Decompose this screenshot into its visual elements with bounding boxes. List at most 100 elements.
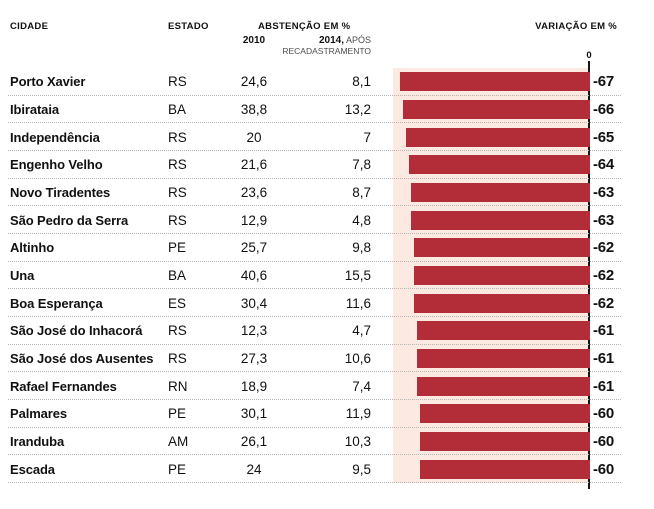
abstention-2010-cell: 25,7 bbox=[240, 240, 268, 256]
table-row: Rafael Fernandes RN 18,9 7,4 -61 bbox=[0, 372, 654, 400]
city-cell: Porto Xavier bbox=[10, 74, 86, 90]
abstention-2010-cell: 38,8 bbox=[240, 101, 268, 117]
row-divider bbox=[8, 481, 621, 483]
city-cell: Una bbox=[10, 267, 35, 283]
state-cell: RS bbox=[168, 129, 187, 145]
column-subheader-2014: 2014, APÓS bbox=[319, 35, 371, 46]
variation-value-label: -67 bbox=[593, 73, 615, 91]
abstention-2010-cell: 26,1 bbox=[240, 433, 268, 449]
table-row: Porto Xavier RS 24,6 8,1 -67 bbox=[0, 68, 654, 96]
variation-value-label: -65 bbox=[593, 128, 615, 146]
state-cell: RS bbox=[168, 323, 187, 339]
table-row: Engenho Velho RS 21,6 7,8 -64 bbox=[0, 151, 654, 179]
city-cell: Boa Esperança bbox=[10, 295, 103, 311]
row-divider bbox=[8, 398, 621, 400]
column-header-abstention: ABSTENÇÃO EM % bbox=[258, 21, 351, 32]
variation-bar bbox=[419, 431, 590, 451]
city-cell: São José do Inhacorá bbox=[10, 323, 143, 339]
table-row: Novo Tiradentes RS 23,6 8,7 -63 bbox=[0, 179, 654, 207]
city-cell: São Pedro da Serra bbox=[10, 212, 129, 228]
abstention-2014-cell: 15,5 bbox=[344, 267, 371, 283]
state-cell: RS bbox=[168, 350, 187, 366]
variation-bar bbox=[411, 182, 590, 202]
variation-value-label: -61 bbox=[593, 322, 615, 340]
row-divider bbox=[8, 149, 621, 151]
abstention-2010-cell: 30,1 bbox=[240, 406, 268, 422]
abstention-2010-cell: 12,9 bbox=[240, 212, 268, 228]
table-row: São José dos Ausentes RS 27,3 10,6 -61 bbox=[0, 345, 654, 373]
axis-zero-label: 0 bbox=[586, 50, 592, 61]
variation-value-label: -62 bbox=[593, 266, 615, 284]
abstention-2014-cell: 7,8 bbox=[352, 157, 371, 173]
abstention-2010-cell: 24,6 bbox=[240, 74, 268, 90]
variation-bar bbox=[419, 404, 590, 424]
abstention-2010-cell: 18,9 bbox=[240, 378, 268, 394]
state-cell: RN bbox=[168, 378, 188, 394]
row-divider bbox=[8, 205, 621, 207]
abstention-2010-cell: 20 bbox=[246, 129, 262, 145]
abstention-2014-cell: 4,7 bbox=[352, 323, 371, 339]
table-row: Iranduba AM 26,1 10,3 -60 bbox=[0, 428, 654, 456]
variation-bar bbox=[417, 321, 590, 341]
variation-value-label: -62 bbox=[593, 294, 615, 312]
variation-value-label: -63 bbox=[593, 183, 615, 201]
city-cell: Ibirataia bbox=[10, 101, 59, 117]
row-divider bbox=[8, 426, 621, 428]
table-row: Independência RS 20 7 -65 bbox=[0, 123, 654, 151]
column-subheader-2010: 2010 bbox=[242, 35, 266, 46]
abstention-2010-cell: 30,4 bbox=[240, 295, 268, 311]
abstention-2010-cell: 21,6 bbox=[240, 157, 268, 173]
variation-value-label: -66 bbox=[593, 100, 615, 118]
abstention-2010-cell: 40,6 bbox=[240, 267, 268, 283]
variation-bar bbox=[408, 155, 590, 175]
subheader-2014-year: 2014, bbox=[318, 35, 344, 46]
row-divider bbox=[8, 454, 621, 456]
row-divider bbox=[8, 232, 621, 234]
table-row: Ibirataia BA 38,8 13,2 -66 bbox=[0, 96, 654, 124]
state-cell: RS bbox=[168, 74, 187, 90]
city-cell: Rafael Fernandes bbox=[10, 378, 117, 394]
table-row: Escada PE 24 9,5 -60 bbox=[0, 455, 654, 483]
abstention-2014-cell: 4,8 bbox=[352, 212, 371, 228]
state-cell: ES bbox=[168, 295, 187, 311]
variation-value-label: -61 bbox=[593, 377, 615, 395]
variation-value-label: -60 bbox=[593, 405, 615, 423]
variation-value-label: -61 bbox=[593, 349, 615, 367]
state-cell: BA bbox=[168, 267, 187, 283]
variation-bar bbox=[411, 210, 590, 230]
state-cell: RS bbox=[168, 157, 187, 173]
variation-bar bbox=[419, 459, 590, 479]
abstention-2014-cell: 13,2 bbox=[344, 101, 371, 117]
table-row: Palmares PE 30,1 11,9 -60 bbox=[0, 400, 654, 428]
abstention-2014-cell: 7,4 bbox=[352, 378, 371, 394]
table-row: Altinho PE 25,7 9,8 -62 bbox=[0, 234, 654, 262]
abstention-2014-cell: 11,6 bbox=[345, 295, 371, 311]
variation-bar bbox=[405, 127, 590, 147]
row-divider bbox=[8, 177, 621, 179]
variation-bar bbox=[414, 238, 590, 258]
city-cell: Novo Tiradentes bbox=[10, 184, 111, 200]
row-divider bbox=[8, 288, 621, 290]
variation-bar bbox=[414, 265, 590, 285]
column-subheader-recadastramento: RECADASTRAMENTO bbox=[282, 46, 371, 56]
variation-value-label: -60 bbox=[593, 432, 615, 450]
abstention-2014-cell: 9,8 bbox=[352, 240, 371, 256]
city-cell: Engenho Velho bbox=[10, 157, 103, 173]
abstention-2014-cell: 8,7 bbox=[352, 184, 371, 200]
state-cell: PE bbox=[168, 240, 187, 256]
city-cell: Independência bbox=[10, 129, 100, 145]
abstention-2010-cell: 23,6 bbox=[240, 184, 268, 200]
state-cell: PE bbox=[168, 406, 187, 422]
variation-value-label: -64 bbox=[593, 156, 615, 174]
city-cell: Palmares bbox=[10, 406, 68, 422]
row-divider bbox=[8, 343, 621, 345]
column-header-state: ESTADO bbox=[168, 21, 209, 32]
row-divider bbox=[8, 94, 621, 96]
abstention-2014-cell: 8,1 bbox=[352, 74, 371, 90]
abstention-2014-cell: 7 bbox=[363, 129, 371, 145]
column-header-city: CIDADE bbox=[10, 21, 49, 32]
table-row: São José do Inhacorá RS 12,3 4,7 -61 bbox=[0, 317, 654, 345]
variation-bar bbox=[402, 99, 590, 119]
variation-value-label: -62 bbox=[593, 239, 615, 257]
